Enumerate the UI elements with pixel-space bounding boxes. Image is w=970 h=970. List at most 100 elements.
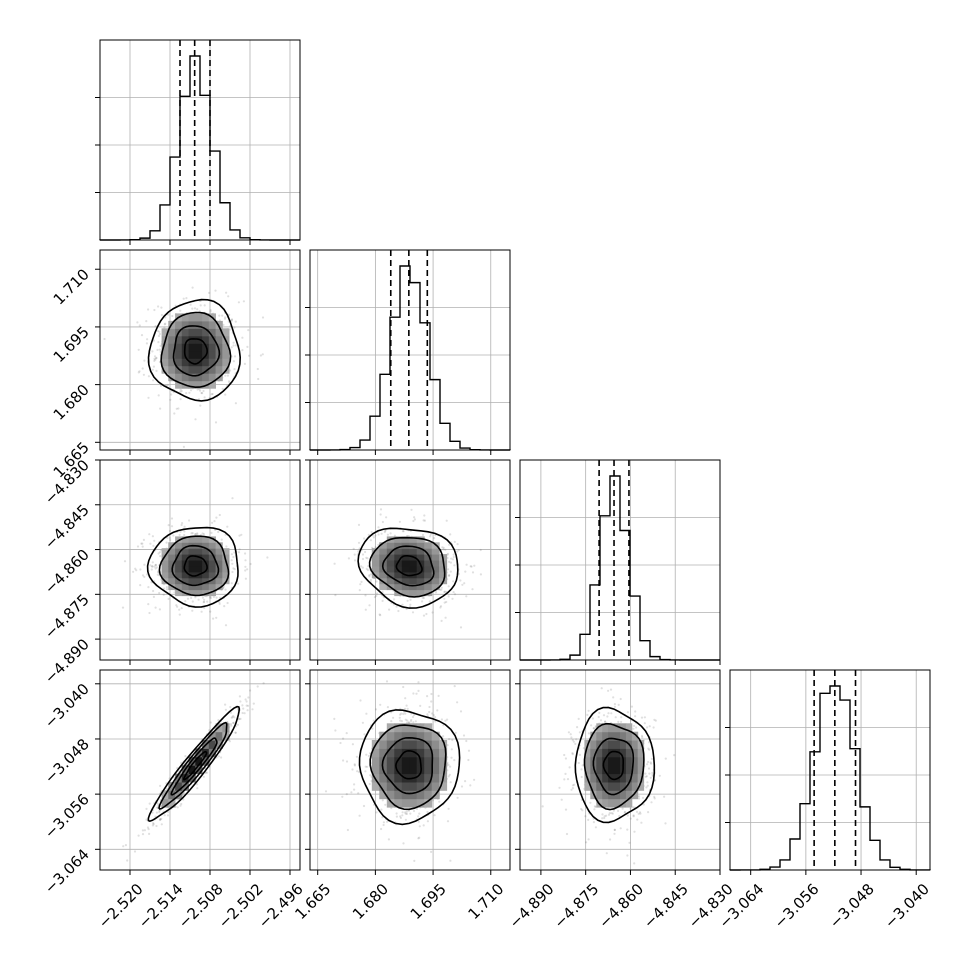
density-cell (188, 313, 196, 322)
density-cell (608, 740, 615, 749)
scatter-point (143, 575, 146, 579)
x-tick-label: 1.710 (464, 880, 507, 923)
scatter-point (419, 704, 422, 708)
scatter-point (153, 308, 156, 312)
scatter-point (644, 775, 647, 778)
scatter-point (155, 369, 158, 372)
density-cell (379, 542, 388, 549)
density-cell (379, 583, 388, 591)
scatter-point (262, 682, 265, 685)
x-tick-label: −3.056 (771, 880, 823, 932)
scatter-point (380, 808, 383, 811)
scatter-point (229, 711, 233, 714)
scatter-point (351, 768, 354, 771)
scatter-point (417, 815, 420, 818)
x-tick-label: 1.695 (407, 880, 450, 923)
scatter-point (413, 859, 416, 863)
density-cell (602, 756, 609, 766)
scatter-point (393, 534, 396, 537)
scatter-point (215, 596, 218, 599)
scatter-point (159, 818, 162, 821)
scatter-point (212, 617, 215, 620)
scatter-point (157, 305, 160, 308)
scatter-point (156, 348, 159, 351)
scatter-point (245, 704, 248, 707)
scatter-point (617, 720, 620, 724)
scatter-point (228, 740, 231, 743)
density-cell (175, 566, 183, 573)
density-cell (409, 548, 418, 555)
contour-level (357, 527, 459, 609)
scatter-point (431, 611, 434, 614)
scatter-point (147, 586, 150, 589)
density-cell (175, 583, 183, 591)
scatter-point (402, 842, 405, 845)
scatter-point (202, 389, 205, 393)
scatter-point (152, 379, 155, 382)
scatter-point (425, 612, 428, 616)
scatter-point (440, 718, 443, 721)
scatter-point (629, 817, 632, 820)
scatter-point (602, 714, 606, 717)
density-cell (602, 773, 609, 783)
scatter-point (233, 551, 236, 554)
density-cell (631, 756, 639, 766)
density-cell (188, 577, 196, 585)
density-cell (202, 589, 210, 597)
scatter-point (133, 850, 137, 853)
scatter-point (384, 529, 387, 532)
density-cell (371, 781, 380, 791)
scatter-point (157, 394, 160, 397)
density-cell (181, 548, 189, 555)
density-cell (208, 328, 216, 337)
scatter-point (259, 354, 262, 357)
density-cell (424, 560, 433, 567)
scatter-point (365, 753, 368, 756)
scatter-point (372, 719, 375, 722)
density-cell (625, 781, 633, 791)
scatter-point (362, 804, 366, 808)
scatter-point (231, 570, 234, 574)
scatter-point (404, 718, 407, 721)
scatter-point (451, 597, 454, 600)
scatter-point (223, 317, 227, 320)
scatter-point (218, 513, 221, 517)
scatter-point (178, 533, 181, 537)
scatter-point (147, 396, 150, 399)
scatter-point (404, 811, 407, 814)
density-cell (637, 765, 645, 775)
density-cell (409, 781, 418, 791)
density-cell (371, 566, 380, 573)
scatter-point (225, 291, 228, 294)
scatter-point (386, 820, 389, 823)
density-cell (181, 566, 189, 573)
density-cell (188, 560, 196, 567)
density-cell (215, 731, 223, 741)
density-cell (401, 560, 410, 567)
scatter-point (442, 735, 445, 738)
scatter-point (191, 307, 194, 310)
density-cell (409, 756, 418, 766)
scatter-point (620, 716, 623, 719)
scatter-point (380, 827, 383, 831)
scatter-point (223, 605, 226, 608)
scatter-point (230, 319, 233, 322)
scatter-point (440, 588, 443, 591)
density-cell (620, 773, 627, 783)
density-cell (386, 566, 395, 573)
density-cell (416, 731, 425, 741)
scatter-point (409, 720, 412, 723)
scatter-point (541, 805, 544, 808)
scatter-point (447, 763, 450, 767)
scatter-point (179, 390, 182, 393)
density-cell (195, 343, 203, 352)
density-cell (614, 731, 621, 741)
scatter-point (580, 807, 583, 811)
scatter-point (460, 785, 464, 788)
density-cell (208, 380, 216, 389)
density-cell (431, 731, 440, 741)
scatter-point (210, 531, 213, 535)
scatter-point (465, 595, 468, 598)
scatter-point (152, 339, 155, 342)
scatter-point (479, 548, 482, 552)
